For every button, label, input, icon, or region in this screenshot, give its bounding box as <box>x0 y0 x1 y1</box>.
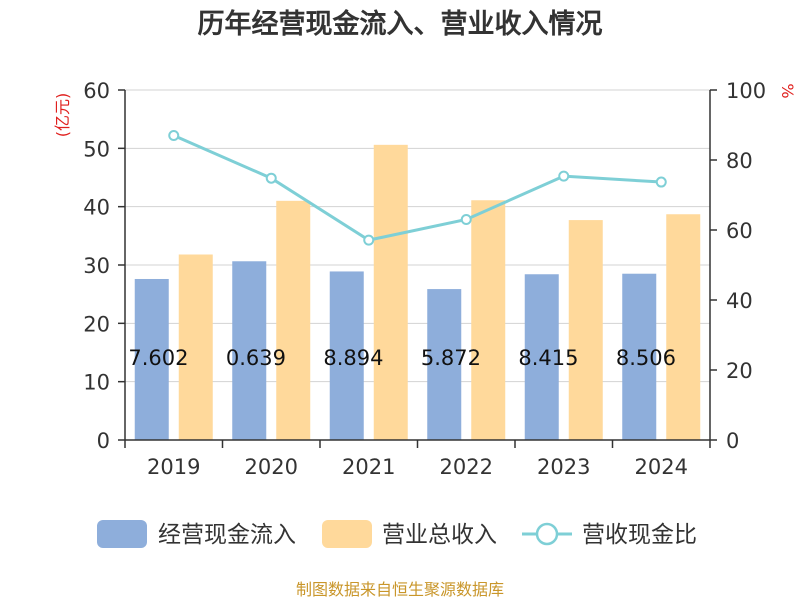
bar-value-label: 25.872 <box>408 346 481 370</box>
right-tick-label: 20 <box>726 359 753 383</box>
bar-value-label: 27.602 <box>115 346 188 370</box>
right-tick-label: 60 <box>726 219 753 243</box>
bar-revenue <box>373 144 408 441</box>
bar-cash-inflow <box>622 273 657 440</box>
bar-revenue <box>178 254 213 440</box>
bar-value-label: 30.639 <box>213 346 286 370</box>
legend-marker-ratio <box>535 522 559 546</box>
left-axis-unit: (亿元) <box>53 93 72 138</box>
right-tick-label: 100 <box>726 79 766 103</box>
left-tick-label: 30 <box>83 254 110 278</box>
x-tick-label: 2023 <box>537 455 590 479</box>
bar-cash-inflow <box>524 274 559 440</box>
left-tick-label: 10 <box>83 371 110 395</box>
x-tick-label: 2024 <box>635 455 688 479</box>
chart-title: 历年经营现金流入、营业收入情况 <box>198 8 603 40</box>
bar-value-label: 28.894 <box>310 346 383 370</box>
ratio-point <box>558 170 570 182</box>
ratio-line <box>173 134 662 242</box>
bar-cash-inflow <box>232 261 267 440</box>
bar-cash-inflow <box>329 271 364 440</box>
right-tick-label: 0 <box>726 429 739 453</box>
x-tick-label: 2020 <box>245 455 298 479</box>
x-tick-label: 2019 <box>147 455 200 479</box>
x-tick-label: 2021 <box>342 455 395 479</box>
left-tick-label: 60 <box>83 79 110 103</box>
legend-label-cash-inflow: 经营现金流入 <box>158 522 296 548</box>
ratio-point <box>265 172 277 184</box>
left-tick-label: 20 <box>83 312 110 336</box>
legend-label-ratio: 营收现金比 <box>582 522 697 548</box>
bar-revenue <box>471 200 506 440</box>
bar-revenue <box>568 220 603 440</box>
ratio-point <box>168 130 180 141</box>
legend-label-revenue: 营业总收入 <box>382 522 497 548</box>
bar-value-label: 28.415 <box>505 346 578 370</box>
bar-value-label: 28.506 <box>603 346 676 370</box>
legend-swatch-cash-inflow <box>97 520 147 548</box>
source-note: 制图数据来自恒生聚源数据库 <box>296 580 504 599</box>
ratio-point <box>363 234 375 246</box>
bar-cash-inflow <box>427 289 462 440</box>
left-tick-label: 50 <box>83 137 110 161</box>
ratio-point <box>460 214 472 225</box>
bar-revenue <box>276 200 311 440</box>
left-tick-label: 40 <box>83 196 110 220</box>
ratio-point <box>655 176 667 188</box>
left-tick-label: 0 <box>97 429 110 453</box>
right-axis-unit: % <box>778 83 797 98</box>
x-tick-label: 2022 <box>440 455 493 479</box>
right-tick-label: 80 <box>726 149 753 173</box>
right-tick-label: 40 <box>726 289 753 313</box>
legend-swatch-revenue <box>322 520 372 548</box>
bar-cash-inflow <box>134 278 169 440</box>
bar-revenue <box>666 214 701 440</box>
